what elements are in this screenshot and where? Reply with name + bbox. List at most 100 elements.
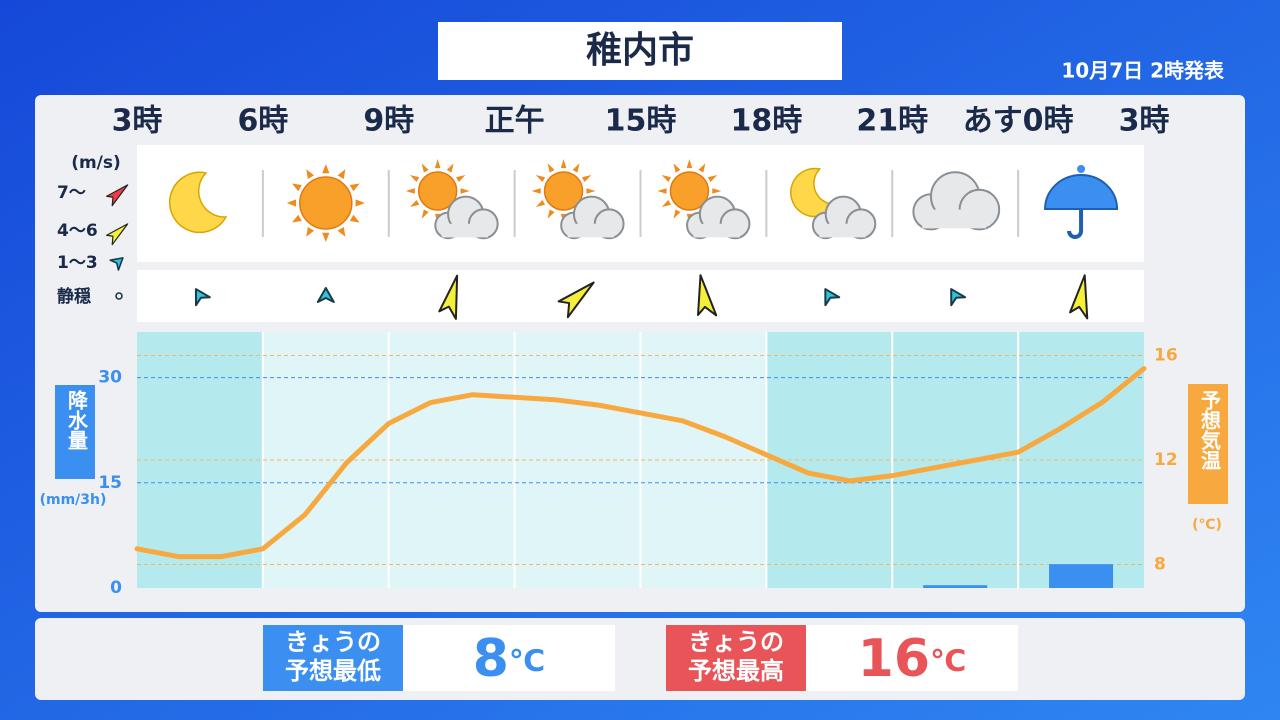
sun-ray	[531, 188, 541, 194]
sun-ray	[355, 199, 365, 207]
summary-unit: ℃	[509, 644, 545, 679]
weather-icon	[286, 164, 365, 242]
sun-disc	[669, 171, 710, 211]
column-shade	[766, 332, 893, 588]
y-tick-label: 15	[98, 473, 122, 493]
y-tick-label: 30	[98, 368, 122, 388]
sun-disc	[417, 171, 458, 211]
wind-arrow	[1069, 274, 1089, 320]
sun-ray	[547, 163, 555, 173]
summary-label-box	[666, 625, 806, 691]
summary-label: 予想最低	[285, 657, 381, 685]
x-tick-label: 21時	[856, 104, 928, 139]
wind-arrow	[106, 223, 129, 246]
summary-label: 予想最高	[688, 657, 784, 685]
x-tick-label: あす0時	[963, 104, 1074, 139]
temperature-line	[134, 366, 1147, 560]
wind-row	[137, 270, 1144, 322]
y2-tick-label: 12	[1154, 450, 1178, 470]
x-tick-label: 6時	[237, 104, 288, 139]
moon	[169, 171, 228, 234]
issued-time: 10月7日 2時発表	[1061, 59, 1225, 83]
title-box	[438, 22, 842, 80]
calm-mark	[115, 292, 123, 300]
wind-arrow	[557, 281, 595, 319]
x-tick-label: 18時	[731, 104, 803, 139]
cloud-base	[567, 223, 614, 238]
wind-arrow-small	[109, 257, 124, 271]
content: 3時 6時 9時 正午 15時 18時 21時 あす0時 3時 0 15 30 8 12 16 降水量 (mm/…	[40, 104, 1228, 691]
sun-ray	[572, 163, 580, 173]
sun-ray	[421, 209, 429, 219]
wind-arrow-small	[194, 288, 211, 307]
sun-ray	[337, 226, 346, 237]
wind-level: 静穏	[57, 286, 91, 307]
sun-disc	[543, 171, 584, 211]
wind-level: 4〜6	[57, 221, 98, 241]
cloud-g	[811, 195, 877, 240]
cloud-base	[922, 209, 986, 229]
sun-ray	[322, 232, 330, 242]
y2-axis-unit: (℃)	[1192, 517, 1222, 533]
sun-ray	[657, 188, 667, 194]
weather-icon	[405, 159, 499, 240]
umbrella-handle	[1067, 209, 1084, 239]
sun-ray	[547, 209, 555, 219]
cloud-base	[693, 223, 740, 238]
summary-value-box	[806, 625, 1018, 691]
x-tick-label: 3時	[112, 104, 163, 139]
wind-arrow-small	[950, 288, 967, 307]
sun-ray	[421, 163, 429, 173]
sun-ray	[456, 175, 466, 182]
wind	[557, 281, 595, 319]
summary-value: 16	[858, 629, 930, 689]
sun-g	[531, 159, 596, 223]
summary-label-box	[263, 625, 403, 691]
wind-level: 7〜	[57, 183, 86, 203]
sun-ray	[460, 188, 470, 194]
x-tick-label: 正午	[485, 104, 545, 139]
sun-ray	[686, 159, 693, 169]
cloud-g	[560, 195, 625, 240]
sun-ray	[409, 200, 420, 207]
sun-ray	[337, 169, 346, 180]
y-tick-label: 0	[110, 578, 122, 598]
sun-ray	[560, 159, 567, 169]
column-shade	[892, 332, 1019, 588]
weather-icon	[531, 159, 625, 240]
cloud-g	[912, 171, 1001, 231]
summary-unit: ℃	[930, 644, 966, 679]
sun-ray	[446, 163, 454, 173]
wind-arrow	[438, 274, 459, 320]
sun-ray	[707, 175, 718, 182]
sun-ray	[581, 175, 592, 182]
legend-arrow	[109, 257, 124, 271]
weather-icon	[657, 159, 751, 240]
wind-level: 1〜3	[57, 253, 98, 273]
sun-ray	[661, 175, 672, 182]
column-shade	[640, 332, 767, 588]
weather-icon	[912, 171, 1001, 231]
sun-ray	[673, 163, 681, 173]
summary-value-text: 16℃	[858, 629, 967, 689]
y2-tick-label: 8	[1154, 554, 1166, 574]
sun-ray	[586, 188, 596, 194]
column-shade	[388, 332, 515, 588]
cloud-base	[441, 223, 489, 238]
summary-label: きょうの	[688, 628, 784, 656]
cloud-base	[819, 223, 866, 238]
sun-ray	[349, 214, 360, 223]
summary-value-box	[403, 625, 615, 691]
sun-ray	[349, 183, 360, 192]
y2-axis-title-box	[1188, 384, 1228, 504]
wind-arrow-small	[316, 287, 335, 303]
wind	[1069, 274, 1089, 320]
sun-ray	[306, 226, 315, 237]
umbrella-canopy	[1044, 174, 1119, 210]
sun-ray	[409, 175, 420, 182]
column-shade	[514, 332, 641, 588]
wind	[824, 288, 841, 307]
sun-ray	[535, 200, 546, 207]
summary-panel	[35, 618, 1245, 700]
